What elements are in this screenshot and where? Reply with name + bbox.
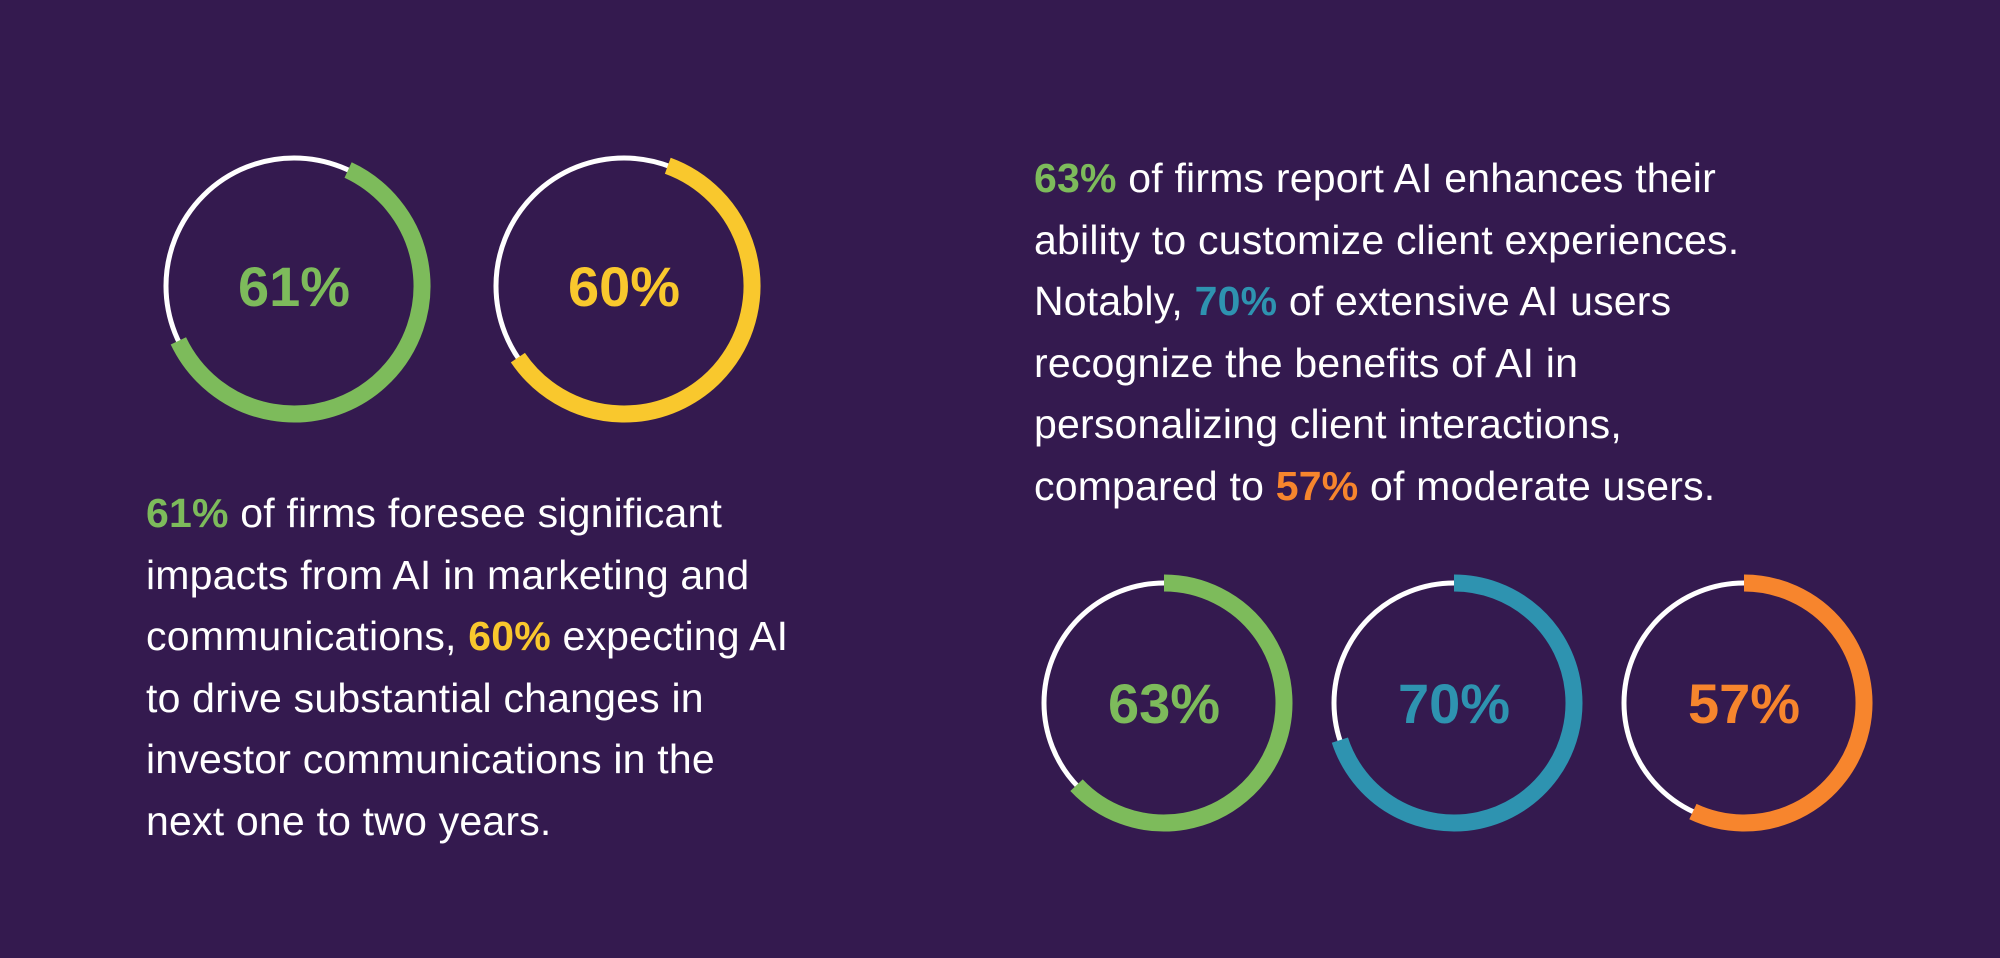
left-line-4: to drive substantial changes in: [146, 674, 704, 721]
left-line-2: impacts from AI in marketing and: [146, 551, 750, 598]
right-line-1: 63% of firms report AI enhances their: [1034, 148, 1934, 210]
donut-60-percent: 60%: [493, 155, 761, 423]
donut-value-label: 61%: [238, 255, 350, 318]
left-line-5: investor communications in the: [146, 736, 715, 782]
donut-arc: [1689, 574, 1873, 832]
right-line-4: recognize the benefits of AI in: [1034, 339, 1579, 386]
right-line-2: ability to customize client experiences.: [1034, 216, 1740, 263]
donut-61-percent: 61%: [163, 155, 431, 423]
left-line-3: communications, 60% expecting AI: [146, 606, 946, 668]
right-line-5: personalizing client interactions,: [1034, 401, 1622, 447]
right-line-6: compared to 57% of moderate users.: [1034, 456, 1934, 518]
right-description: 63% of firms report AI enhances their ab…: [1034, 148, 1934, 517]
right-line-3: Notably, 70% of extensive AI users: [1034, 271, 1934, 333]
donut-value-label: 57%: [1688, 672, 1800, 735]
right-line-6-text: of moderate users.: [1358, 462, 1716, 509]
left-description: 61% of firms foresee significant impacts…: [146, 483, 946, 852]
donut-value-label: 70%: [1398, 672, 1510, 735]
donut-57-percent: 57%: [1621, 574, 1873, 832]
highlight-70: 70%: [1194, 278, 1278, 324]
highlight-61: 61%: [146, 490, 229, 536]
donut-arc: [1331, 574, 1583, 832]
highlight-57: 57%: [1275, 462, 1359, 509]
donut-arc: [170, 162, 431, 423]
donut-arc: [1070, 574, 1293, 832]
donut-value-label: 63%: [1108, 672, 1220, 735]
left-line-1-text: of firms foresee significant: [228, 490, 723, 536]
donut-70-percent: 70%: [1331, 574, 1583, 832]
highlight-60: 60%: [468, 613, 551, 659]
highlight-63: 63%: [1034, 155, 1117, 201]
right-line-1-text: of firms report AI enhances their: [1116, 155, 1716, 201]
left-line-3-text: expecting AI: [550, 613, 789, 659]
left-line-3-pre: communications,: [146, 613, 469, 659]
right-line-3-text: of extensive AI users: [1277, 278, 1672, 324]
donut-arc: [510, 157, 761, 423]
left-line-6: next one to two years.: [146, 797, 552, 844]
donut-63-percent: 63%: [1041, 574, 1293, 832]
left-line-1: 61% of firms foresee significant: [146, 483, 946, 545]
right-line-3-pre: Notably,: [1034, 278, 1195, 324]
right-line-6-pre: compared to: [1034, 462, 1276, 509]
donut-value-label: 60%: [568, 255, 680, 318]
